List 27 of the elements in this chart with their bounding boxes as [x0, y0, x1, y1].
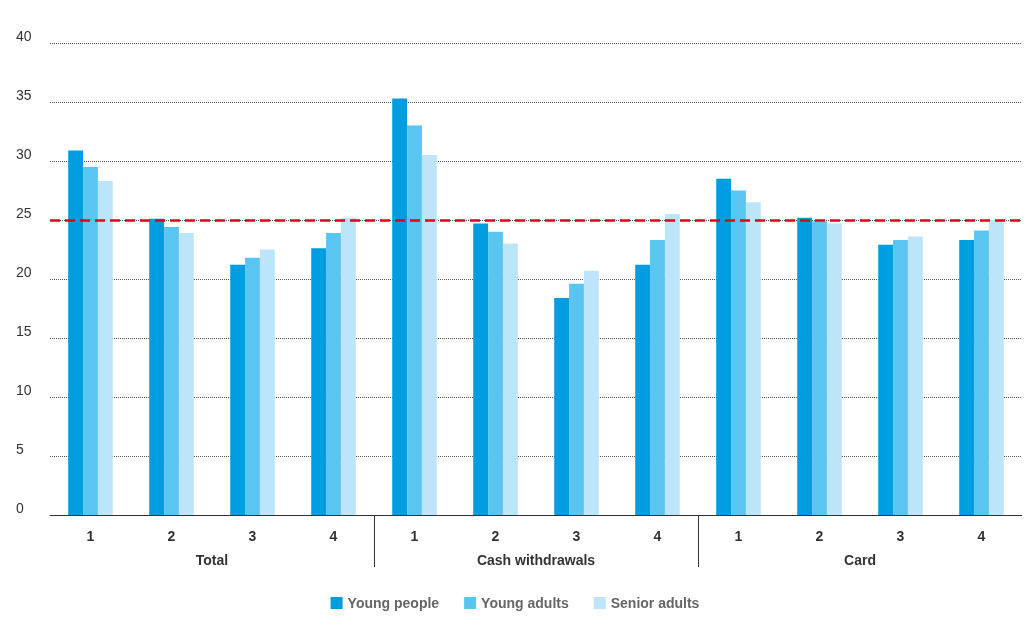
x-tick-label: 3 — [572, 528, 581, 544]
y-tick-label: 10 — [16, 382, 32, 398]
text: Card — [844, 552, 876, 568]
y-tick-label: 35 — [16, 87, 32, 103]
x-tick-label: 3 — [248, 528, 257, 544]
text: Cash withdrawals — [476, 552, 596, 568]
y-tick-label: 15 — [16, 323, 32, 339]
y-tick-label: 0 — [16, 500, 24, 516]
x-tick-label: 2 — [167, 528, 176, 544]
x-tick-label: 4 — [977, 528, 986, 544]
x-tick-label: 1 — [86, 528, 95, 544]
x-tick-label: 4 — [653, 528, 662, 544]
x-tick-label: 1 — [734, 528, 743, 544]
text: Total — [195, 552, 229, 568]
x-tick-label: 3 — [896, 528, 905, 544]
y-tick-label: 20 — [16, 264, 32, 280]
legend-label: Young adults — [481, 595, 569, 611]
x-tick-label: 2 — [491, 528, 500, 544]
y-tick-label: 40 — [16, 28, 32, 44]
y-tick-label: 30 — [16, 146, 32, 162]
x-tick-label: 4 — [329, 528, 338, 544]
y-tick-label: 5 — [16, 441, 24, 457]
y-tick-label: 25 — [16, 205, 32, 221]
legend-label: Young people — [347, 595, 440, 611]
legend-label: Senior adults — [610, 595, 700, 611]
x-tick-label: 2 — [815, 528, 824, 544]
x-tick-label: 1 — [410, 528, 419, 544]
